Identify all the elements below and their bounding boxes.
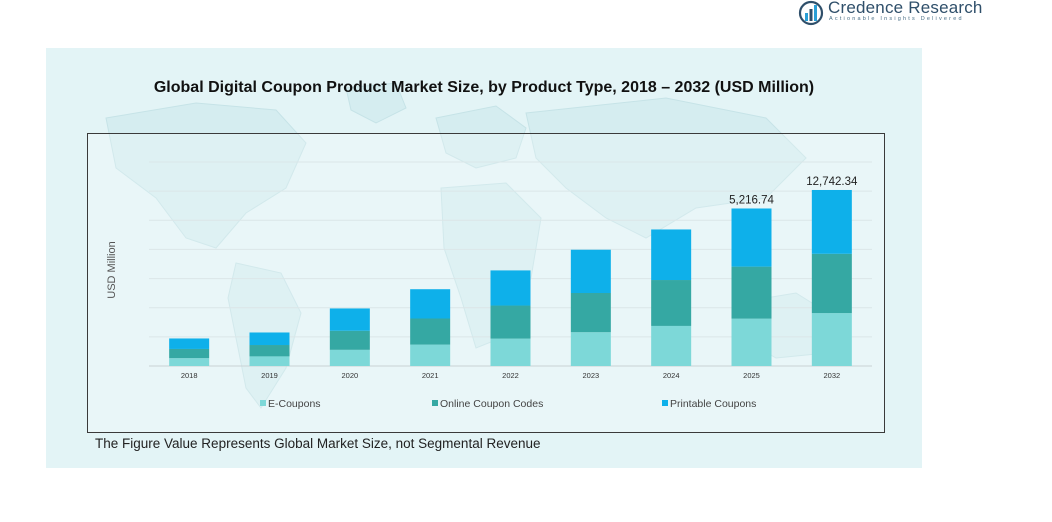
- chart-plot: USD Million 2018 2019 2020 2021 2022 2023 2024 2…: [106, 161, 872, 410]
- x-tick-label: 2019: [261, 371, 278, 380]
- bar-printable-coupons-2020: [329, 308, 370, 331]
- brand-name: Credence Research: [828, 0, 983, 17]
- footnote: The Figure Value Represents Global Marke…: [95, 436, 541, 451]
- bar-printable-coupons-2018: [169, 338, 210, 349]
- bar-printable-coupons-2022: [490, 270, 531, 306]
- bar-online-coupon-codes-2025: [731, 266, 772, 319]
- y-axis-label: USD Million: [106, 241, 118, 298]
- bar-e-coupons-2022: [490, 338, 531, 366]
- bar-e-coupons-2032: [811, 313, 852, 366]
- chart-frame: USD Million 2018 2019 2020 2021 2022 2023 2024 2…: [87, 133, 885, 433]
- brand-logo: Credence Research Actionable Insights De…: [798, 0, 988, 28]
- bar-e-coupons-2019: [249, 356, 290, 366]
- x-tick-label: 2020: [341, 371, 358, 380]
- bar-online-coupon-codes-2022: [490, 305, 531, 339]
- bar-online-coupon-codes-2023: [570, 292, 611, 333]
- bar-e-coupons-2023: [570, 332, 611, 366]
- bar-e-coupons-2018: [169, 358, 210, 366]
- brand-tagline: Actionable Insights Delivered: [829, 16, 964, 22]
- data-label-total: 5,216.74: [729, 194, 774, 206]
- bar-online-coupon-codes-2020: [329, 330, 370, 350]
- bar-e-coupons-2025: [731, 318, 772, 366]
- bar-printable-coupons-2023: [570, 249, 611, 293]
- bar-online-coupon-codes-2019: [249, 345, 290, 357]
- x-tick-label: 2025: [743, 371, 760, 380]
- bar-online-coupon-codes-2018: [169, 348, 210, 359]
- bar-online-coupon-codes-2032: [811, 253, 852, 314]
- legend-label: Printable Coupons: [670, 398, 756, 410]
- bar-printable-coupons-2025: [731, 208, 772, 267]
- x-tick-label: 2032: [823, 371, 840, 380]
- bar-chart-logo-icon: [798, 0, 824, 26]
- x-tick-label: 2021: [422, 371, 439, 380]
- legend-swatch: [432, 400, 438, 406]
- x-tick-label: 2024: [663, 371, 680, 380]
- legend-swatch: [662, 400, 668, 406]
- data-label-total: 12,742.34: [806, 176, 858, 188]
- x-tick-label: 2023: [582, 371, 599, 380]
- bar-printable-coupons-2024: [651, 229, 692, 281]
- chart-panel: Global Digital Coupon Product Market Siz…: [46, 48, 922, 468]
- legend-label: Online Coupon Codes: [440, 398, 543, 410]
- legend-label: E-Coupons: [268, 398, 321, 410]
- x-tick-label: 2022: [502, 371, 519, 380]
- bar-printable-coupons-2019: [249, 332, 290, 346]
- legend-swatch: [260, 400, 266, 406]
- bar-online-coupon-codes-2024: [651, 280, 692, 326]
- bar-online-coupon-codes-2021: [410, 318, 451, 345]
- bar-printable-coupons-2032: [811, 189, 852, 254]
- bar-printable-coupons-2021: [410, 289, 451, 319]
- bar-e-coupons-2021: [410, 344, 451, 366]
- chart-title: Global Digital Coupon Product Market Siz…: [153, 79, 815, 96]
- bar-e-coupons-2024: [651, 325, 692, 366]
- bar-e-coupons-2020: [329, 349, 370, 366]
- x-tick-label: 2018: [181, 371, 198, 380]
